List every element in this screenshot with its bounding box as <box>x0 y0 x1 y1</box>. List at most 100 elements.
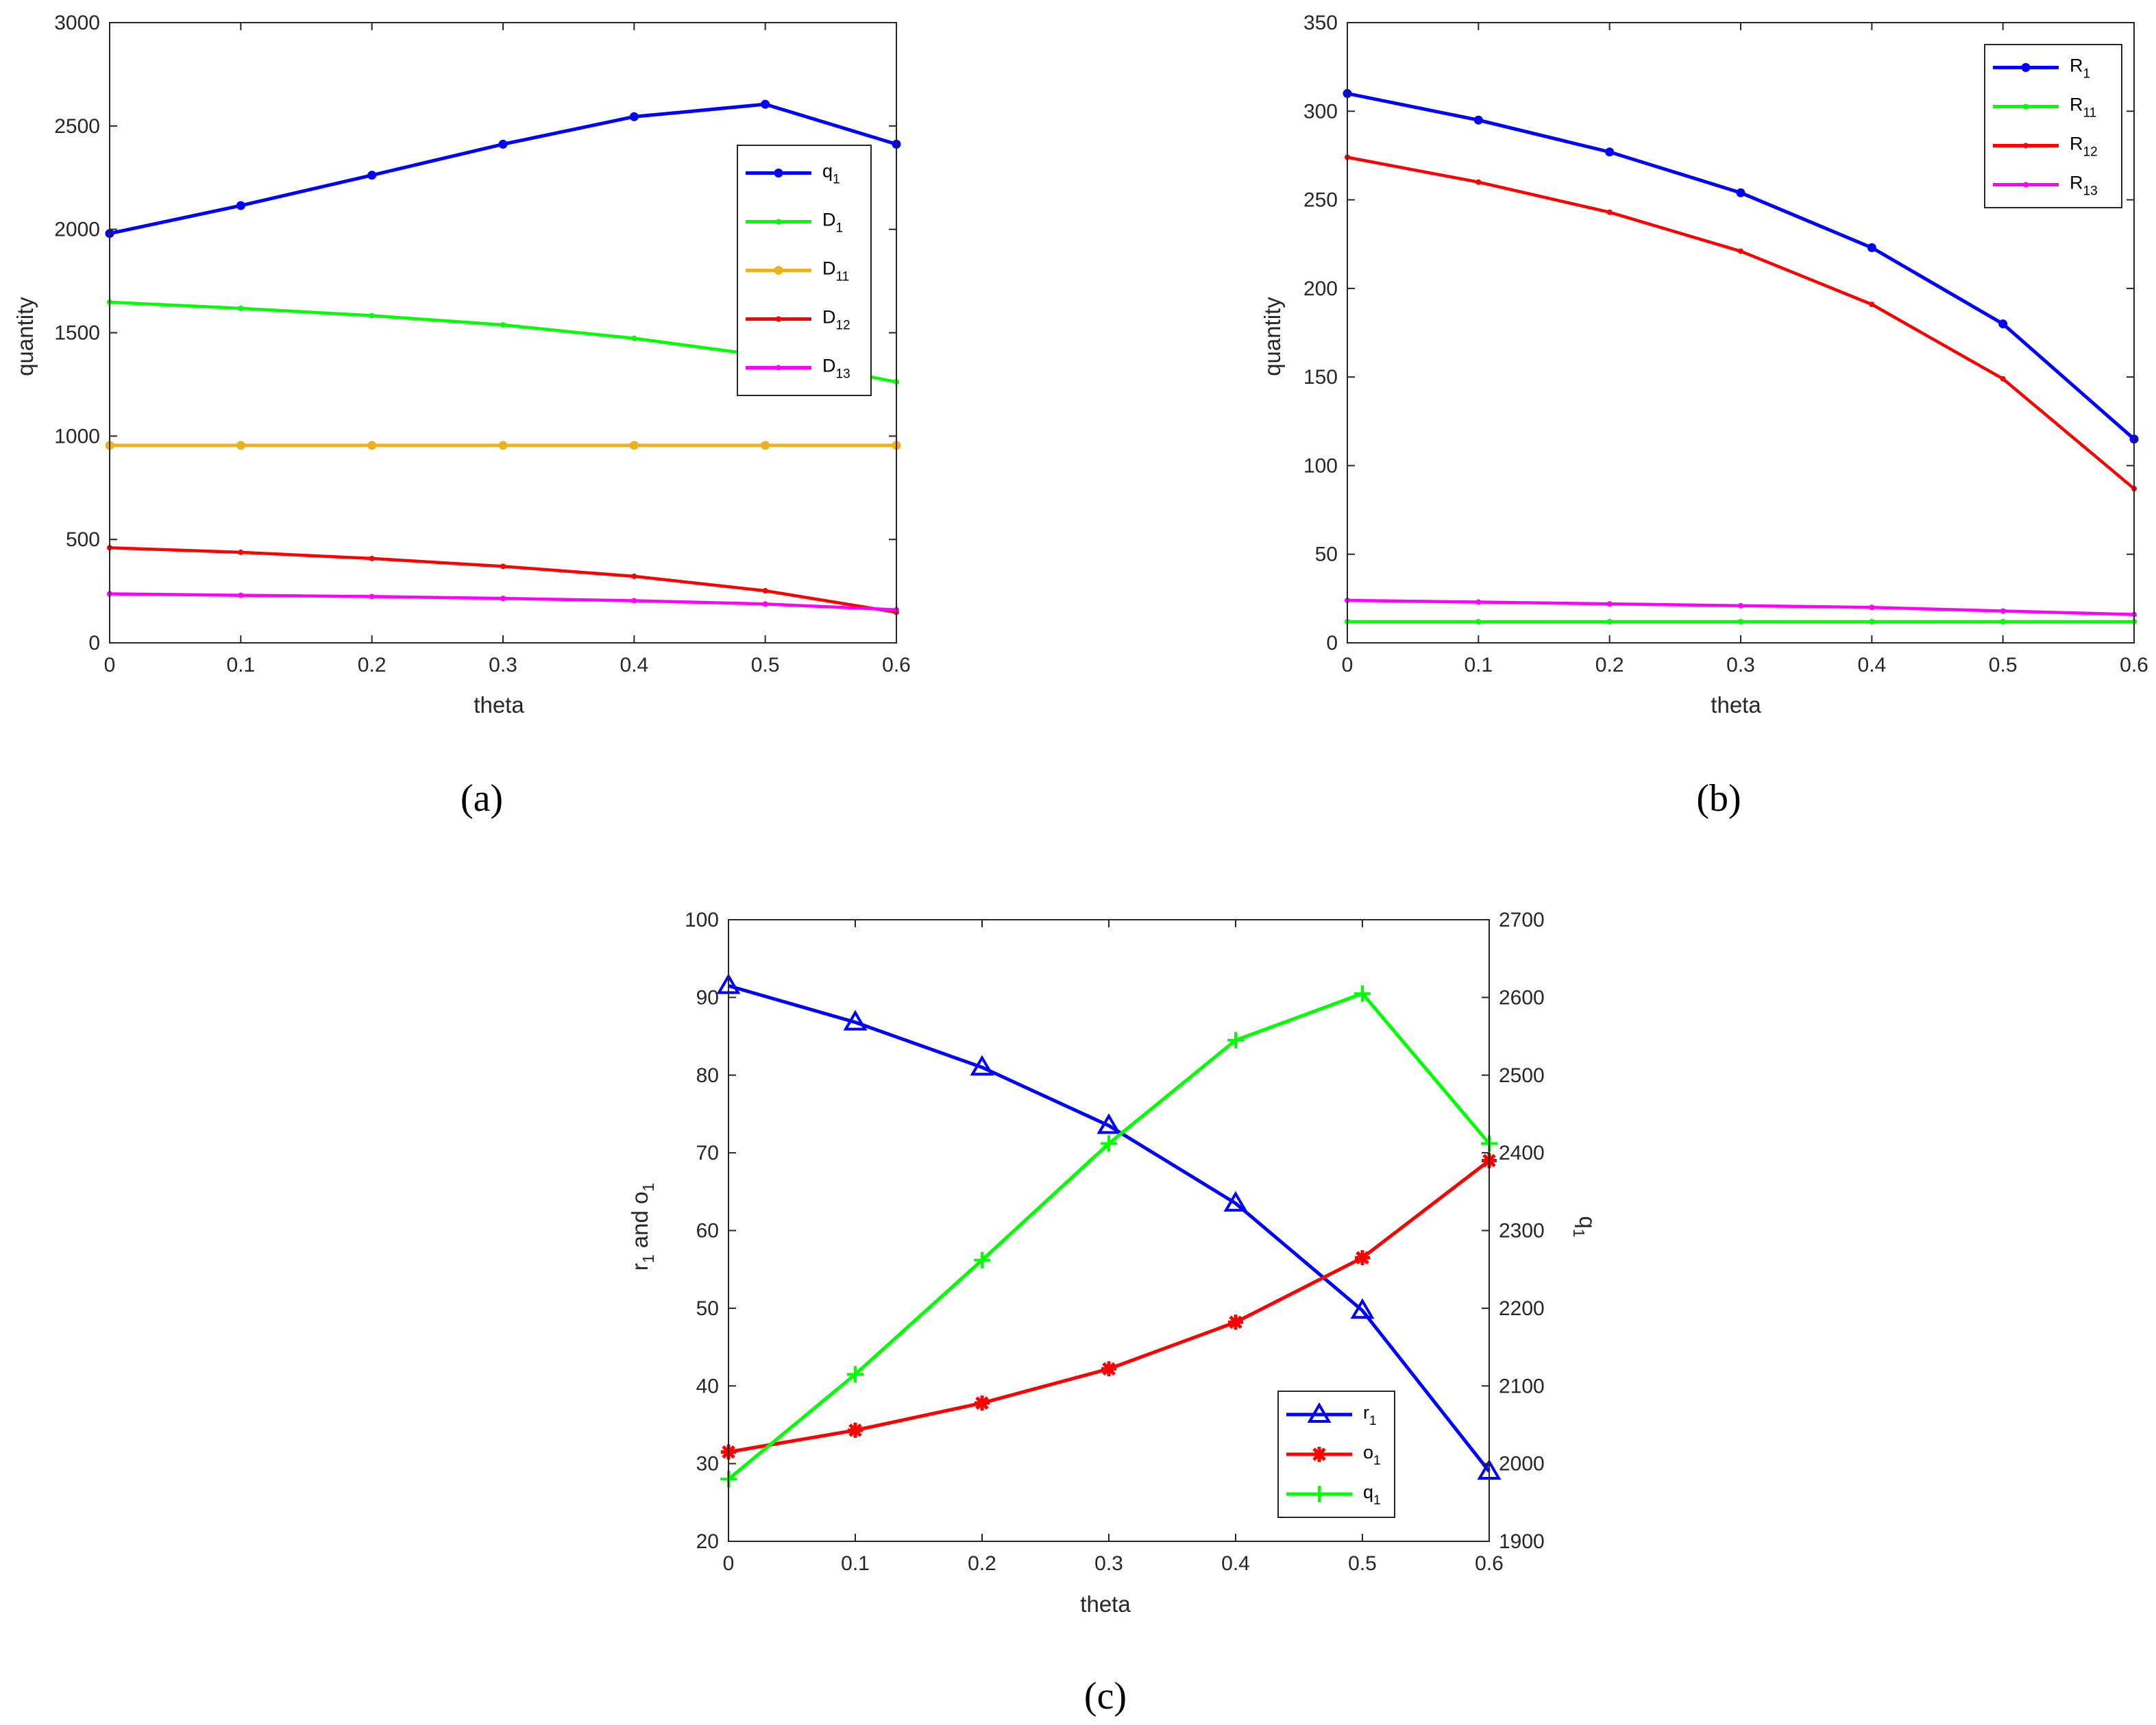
x-axis-label-a: theta <box>474 692 524 718</box>
series-D1-point <box>238 305 244 311</box>
y-right-tick-label: 2400 <box>1499 1142 1545 1164</box>
tick-layer-b: 0 0.1 0.2 0.3 0.4 0.5 0.6 0 50 100 150 200 250 300 350 <box>1303 12 2148 676</box>
x-tick-label: 0.3 <box>489 654 517 676</box>
x-axis-label-b: theta <box>1711 692 1761 718</box>
y-right-tick-label: 2200 <box>1499 1297 1545 1320</box>
series-R1-point <box>1736 188 1745 197</box>
legend-label-D1: D1 <box>822 210 843 236</box>
y-label-left-var-r: r <box>627 1263 652 1271</box>
series-R13-point <box>2000 608 2006 614</box>
x-tick-label: 0 <box>723 1552 735 1575</box>
series-o1-point <box>1355 1250 1370 1266</box>
series-q1-point <box>236 201 245 210</box>
series-D13-point <box>238 592 244 598</box>
y-tick-label: 200 <box>1303 278 1338 300</box>
series-q1-point <box>974 1251 990 1269</box>
y-right-tick-label: 2700 <box>1499 909 1545 931</box>
legend-label-D11: D11 <box>822 258 849 284</box>
series-o1-point <box>975 1395 990 1411</box>
x-tick-label: 0.5 <box>1989 654 2018 676</box>
series-D13-point <box>369 594 375 600</box>
panel-label-c: (c) <box>1084 1675 1127 1717</box>
y-right-tick-label: 2500 <box>1499 1064 1545 1087</box>
y-label-left-sub-1: 1 <box>639 1254 657 1263</box>
y-tick-label: 60 <box>696 1220 719 1243</box>
x-tick-label: 0.5 <box>751 654 780 676</box>
series-o1-point <box>1228 1314 1243 1330</box>
x-tick-label: 0.3 <box>1094 1552 1123 1575</box>
series-R11-point <box>1738 618 1743 624</box>
legend-label-q1: q1 <box>1363 1482 1381 1508</box>
series-R11-point <box>1606 618 1613 624</box>
series-q1-point <box>629 112 639 121</box>
series-R13-point <box>1475 599 1482 605</box>
y-right-tick-label: 2300 <box>1499 1220 1545 1243</box>
series-q1-point <box>1354 985 1371 1002</box>
y-label-right-sub: 1 <box>1570 1229 1588 1238</box>
series-D1-point <box>631 335 637 341</box>
series-q1-point <box>367 171 377 180</box>
series-R12-point <box>1869 302 1875 308</box>
series-R1-point <box>1605 147 1615 157</box>
x-tick-label: 0.1 <box>226 654 255 676</box>
legend-marker-q1 <box>774 169 783 178</box>
series-q1-point <box>847 1366 863 1383</box>
series-D12-point <box>369 555 375 561</box>
x-tick-label: 0.2 <box>358 654 387 676</box>
legend-label-D13: D13 <box>822 356 850 382</box>
legend-marker-R11 <box>2023 103 2029 110</box>
tick-layer-a: 0 0.1 0.2 0.3 0.4 0.5 0.6 0 500 1000 1500 2000 2500 3… <box>54 12 911 676</box>
y-right-tick-label: 2000 <box>1499 1453 1545 1476</box>
series-q1-point <box>498 139 508 149</box>
y-axis-label-b: quantity <box>1260 297 1285 376</box>
series-D1-point <box>500 322 506 328</box>
chart-panel-c: 0 0.1 0.2 0.3 0.4 0.5 0.6 20 30 40 50 60 70 80 90 100 19… <box>627 909 1600 1717</box>
y-tick-label: 1500 <box>54 322 100 345</box>
y-right-tick-label: 1900 <box>1499 1530 1545 1553</box>
series-D12-point <box>631 573 637 579</box>
tick-layer-c: 0 0.1 0.2 0.3 0.4 0.5 0.6 20 30 40 50 60 70 80 90 100 19… <box>685 909 1545 1575</box>
x-tick-label: 0.5 <box>1348 1552 1377 1575</box>
chart-panel-a: 0 0.1 0.2 0.3 0.4 0.5 0.6 0 500 1000 1500 2000 2500 3… <box>12 12 911 820</box>
x-tick-label: 0 <box>1342 654 1353 676</box>
legend-marker-R12 <box>2023 143 2029 149</box>
legend-marker-R1 <box>2021 63 2031 72</box>
series-r1-line <box>728 983 1491 1473</box>
series-R11-point <box>1475 618 1482 624</box>
series-D13-point <box>631 598 637 604</box>
series-R13-point <box>1738 602 1743 609</box>
series-R13-point <box>1606 601 1613 607</box>
legend-label-R12: R12 <box>2070 134 2098 160</box>
y-label-left-and-o: and o <box>627 1192 652 1255</box>
y-tick-label: 50 <box>696 1297 719 1320</box>
x-tick-label: 0.4 <box>620 654 648 676</box>
y-tick-label: 80 <box>696 1064 719 1087</box>
y-axis-label-left-c: r1 and o1 <box>627 1183 657 1271</box>
series-o1-point <box>848 1422 863 1438</box>
y-label-right-var-q: q <box>1575 1216 1600 1228</box>
panel-label-b: (b) <box>1696 777 1741 820</box>
series-D13-point <box>762 601 768 607</box>
x-axis-label-c: theta <box>1080 1591 1131 1617</box>
legend-marker-o1 <box>1312 1447 1327 1462</box>
legend-box <box>1984 44 2122 208</box>
y-tick-label: 40 <box>696 1375 719 1397</box>
legend-c: r1 o1 q1 <box>1277 1391 1395 1518</box>
y-tick-label: 0 <box>88 632 100 654</box>
legend-a: q1 D1 D11 D12 D13 <box>737 145 872 396</box>
y-axis-label-right-c: q1 <box>1570 1216 1600 1237</box>
y-tick-label: 50 <box>1315 543 1338 566</box>
y-tick-label: 90 <box>696 986 719 1009</box>
series-R13-point <box>1869 604 1875 611</box>
series-r1-point <box>970 1055 994 1076</box>
series-q1-point <box>1101 1135 1117 1152</box>
y-tick-label: 0 <box>1326 632 1338 654</box>
y-tick-label: 300 <box>1303 100 1338 123</box>
legend-label-q1: q1 <box>822 161 840 187</box>
series-D11-point <box>367 441 377 450</box>
y-tick-label: 3000 <box>54 12 100 34</box>
series-D12-point <box>500 563 506 570</box>
y-tick-label: 100 <box>1303 454 1338 477</box>
panel-label-a: (a) <box>461 777 503 820</box>
